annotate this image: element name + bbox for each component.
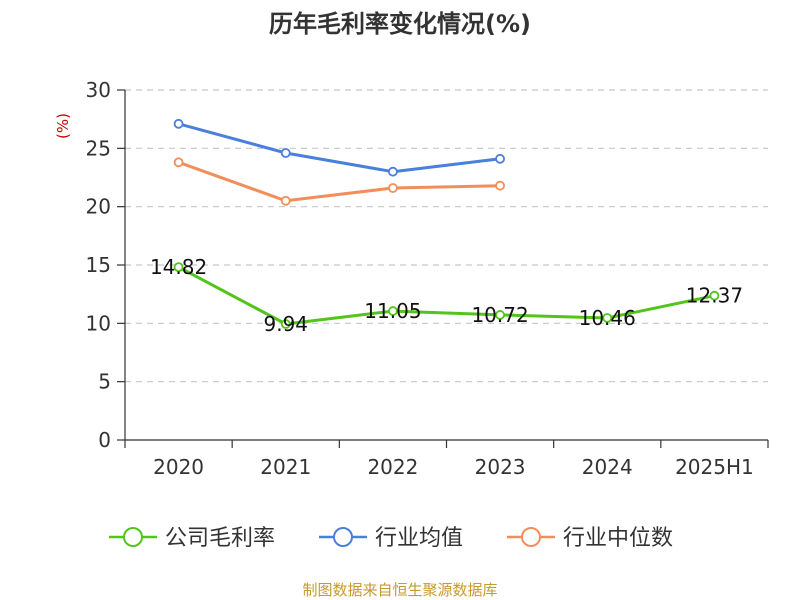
y-axis-unit: (%) (54, 113, 72, 139)
x-tick-label: 2021 (260, 455, 311, 479)
x-tick-label: 2022 (367, 455, 418, 479)
data-label: 9.94 (263, 312, 308, 336)
data-point[interactable] (602, 313, 613, 323)
series-line-0 (177, 265, 716, 326)
y-tick-label: 5 (98, 370, 111, 394)
legend-marker (123, 527, 143, 547)
legend-marker (521, 527, 541, 547)
data-label: 11.05 (364, 299, 421, 323)
data-label: 10.72 (471, 303, 528, 327)
y-tick-label: 25 (86, 136, 111, 160)
legend-item-2[interactable]: 行业中位数 (507, 526, 673, 551)
data-point[interactable] (280, 319, 291, 329)
y-tick-label: 15 (86, 253, 111, 277)
y-tick-label: 30 (86, 78, 111, 102)
data-point[interactable] (173, 262, 184, 273)
legend-item-0[interactable]: 公司毛利率 (109, 526, 275, 551)
data-point[interactable] (388, 306, 398, 316)
y-tick-label: 10 (86, 311, 111, 335)
data-point[interactable] (173, 157, 184, 168)
data-label: 10.46 (579, 306, 636, 330)
legend-label: 行业均值 (375, 526, 463, 551)
series-line-2 (177, 160, 502, 203)
y-tick-label: 0 (98, 428, 111, 452)
x-tick-label: 2023 (475, 455, 526, 479)
data-point[interactable] (280, 195, 291, 206)
source-note: 制图数据来自恒生聚源数据库 (302, 581, 497, 599)
data-point[interactable] (495, 153, 505, 164)
x-tick-label: 2024 (582, 455, 633, 479)
chart-title: 历年毛利率变化情况(%) (269, 10, 531, 38)
data-point[interactable] (280, 148, 291, 158)
x-tick-label: 2020 (153, 455, 204, 479)
series-line-1 (177, 122, 502, 174)
x-tick-label: 2025H1 (675, 455, 754, 479)
data-point[interactable] (495, 310, 505, 320)
data-point[interactable] (709, 290, 720, 301)
legend-label: 公司毛利率 (165, 526, 275, 551)
legend-marker (333, 527, 353, 547)
legend-item-1[interactable]: 行业均值 (319, 526, 463, 551)
y-tick-label: 20 (86, 195, 111, 219)
data-label: 12.37 (686, 284, 743, 308)
data-label: 14.82 (150, 255, 207, 279)
legend-label: 行业中位数 (563, 526, 673, 551)
data-point[interactable] (495, 180, 505, 191)
data-point[interactable] (388, 183, 398, 193)
data-point[interactable] (388, 166, 398, 177)
data-point[interactable] (173, 118, 184, 129)
